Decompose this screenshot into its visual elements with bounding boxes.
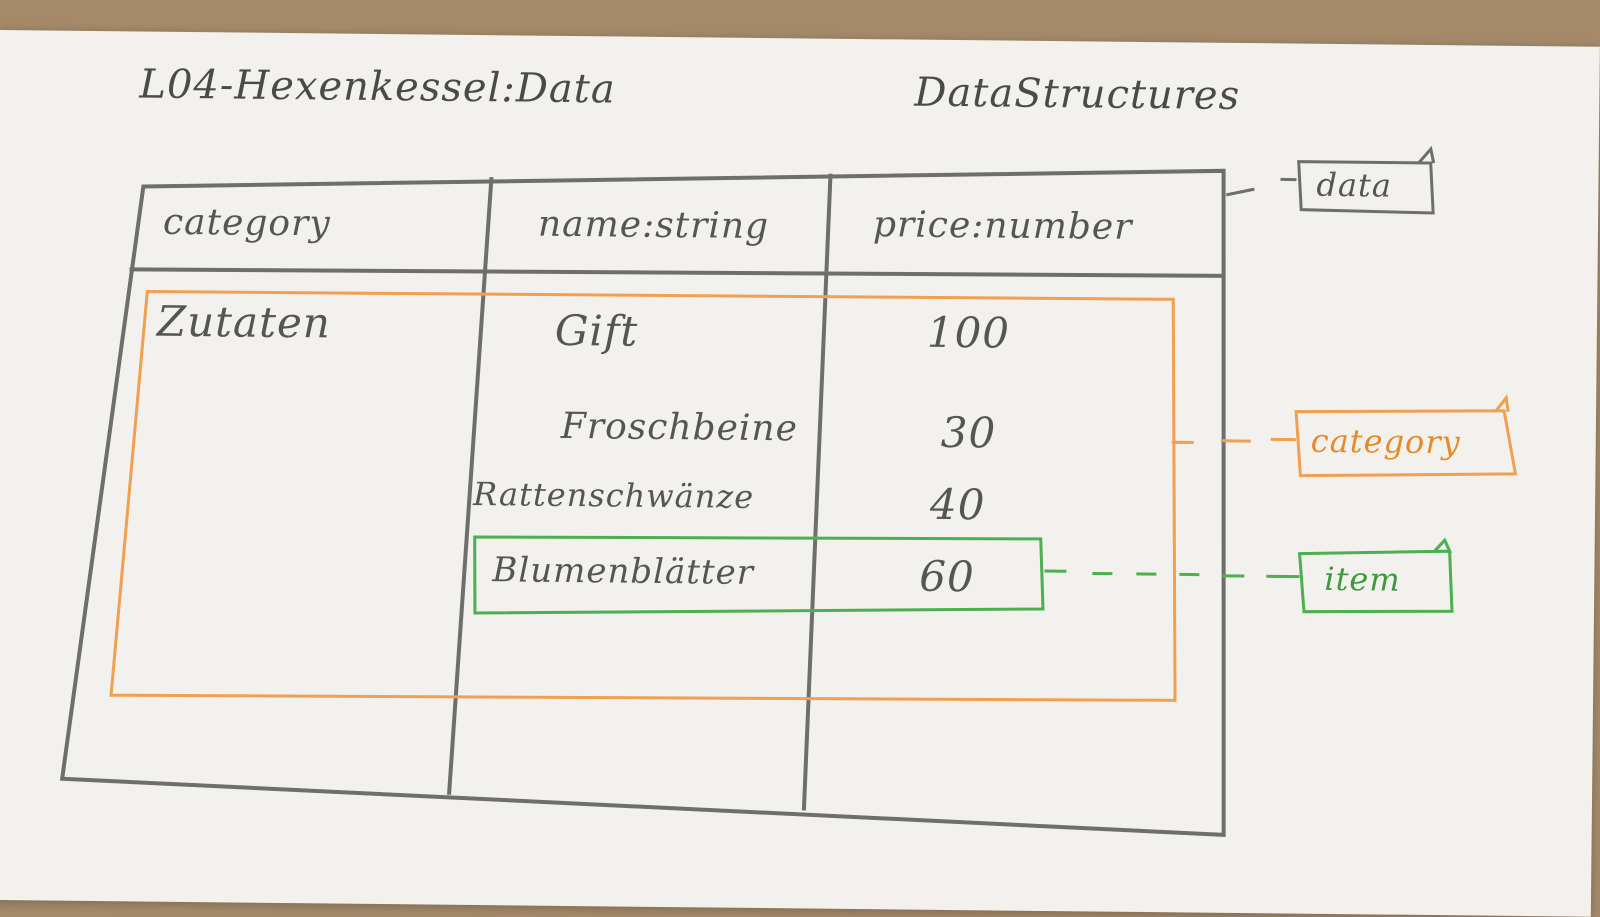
item-box (473, 535, 1045, 615)
header-price: price:number (872, 204, 1133, 248)
sketch-lines (59, 145, 1518, 837)
row-2-name: Froschbeine (560, 405, 799, 450)
row-4-name: Blumenblätter (492, 550, 755, 593)
table-outline (59, 168, 1226, 837)
row-1-name: Gift (554, 305, 639, 356)
title-left: L04-Hexenkessel:Data (139, 61, 616, 113)
header-category: category (162, 201, 331, 245)
row-3-price: 40 (929, 479, 986, 530)
category-tag-box (1294, 394, 1518, 478)
header-divider (129, 267, 1226, 278)
column-divider-2 (801, 173, 833, 811)
category-box (109, 290, 1177, 702)
item-connector (1044, 569, 1300, 579)
data-tag-label: data (1316, 165, 1393, 205)
paper-sheet: L04-Hexenkessel:Data DataStructures cate… (0, 30, 1600, 917)
item-tag-box (1297, 537, 1454, 614)
row-2-price: 30 (940, 407, 997, 458)
row-3-name: Rattenschwänze (472, 474, 755, 516)
category-tag-label: category (1310, 421, 1461, 462)
row-1-price: 100 (926, 307, 1011, 358)
header-name: name:string (537, 203, 770, 248)
category-value: Zutaten (156, 296, 332, 348)
title-right: DataStructures (914, 69, 1241, 119)
row-4-price: 60 (919, 551, 976, 602)
column-divider-1 (447, 177, 494, 795)
data-connector (1226, 177, 1297, 197)
item-tag-label: item (1324, 559, 1401, 599)
category-connector (1171, 437, 1296, 445)
data-tag-box (1297, 145, 1436, 215)
